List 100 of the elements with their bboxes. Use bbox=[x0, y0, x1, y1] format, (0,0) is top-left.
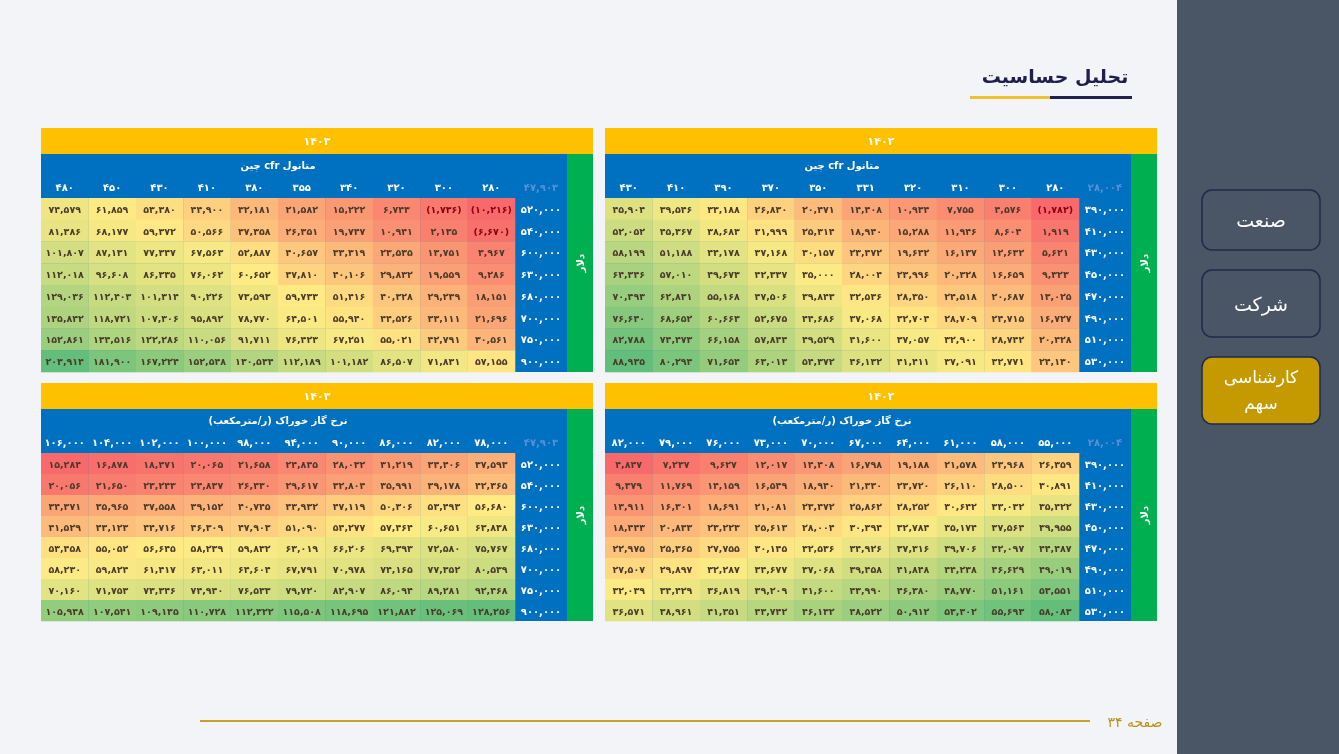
data-label: ۵۸,۲۳۰ bbox=[48, 563, 81, 575]
data-label: ۱۸,۹۴۰ bbox=[802, 479, 835, 491]
data-label: ۷۰,۹۷۸ bbox=[332, 563, 366, 575]
data-label: ۳۲,۹۰۰ bbox=[944, 334, 977, 346]
data-label: ۱۴,۱۵۹ bbox=[707, 479, 740, 491]
data-label: ۶۹,۳۹۳ bbox=[380, 542, 413, 554]
x-tick-label: ۳۹۰ bbox=[714, 182, 733, 193]
data-label: ۲۰۳,۹۱۴ bbox=[45, 356, 85, 368]
data-label: ۶۳,۸۳۸ bbox=[475, 521, 508, 533]
data-label: ۲۱,۶۵۸ bbox=[238, 458, 271, 470]
x-tick-label: ۲۸۰ bbox=[482, 182, 501, 193]
text: ۲۸,۰۰۴ bbox=[1087, 182, 1123, 193]
data-label: ۱۱۲,۳۲۲ bbox=[235, 605, 274, 617]
data-label: ۴۳,۷۴۲ bbox=[754, 605, 788, 617]
data-label: ۱۵۲,۸۶۱ bbox=[45, 334, 84, 346]
data-label: ۱۹,۵۵۹ bbox=[427, 269, 461, 281]
data-label: ۲۴,۱۳۰ bbox=[1039, 356, 1072, 368]
data-label: (۱,۷۳۶) bbox=[426, 203, 462, 215]
data-label: ۲۱,۳۳۰ bbox=[849, 479, 882, 491]
data-label: ۳۰,۶۴۲ bbox=[944, 500, 977, 512]
data-label: ۵۳,۴۹۳ bbox=[427, 500, 461, 512]
data-label: ۴۹,۵۲۹ bbox=[802, 334, 835, 346]
data-label: ۴۲,۳۳۷ bbox=[754, 269, 788, 281]
data-label: ۲۶,۱۱۰ bbox=[944, 479, 977, 491]
data-label: ۴۶,۶۲۹ bbox=[991, 563, 1025, 575]
data-label: ۲۴,۸۴۵ bbox=[285, 458, 319, 470]
data-label: ۹,۲۸۶ bbox=[477, 269, 505, 281]
data-label: ۷۹,۷۲۰ bbox=[285, 584, 318, 596]
x-axis-title: نرخ گاز خوراک (ر/مترمکعب) bbox=[208, 414, 348, 427]
text: کارشناسی سهم bbox=[1223, 367, 1300, 414]
data-label: ۸۸,۹۳۵ bbox=[612, 356, 646, 368]
data-label: ۴۴,۹۰۰ bbox=[190, 203, 224, 215]
x-tick-label: ۶۱,۰۰۰ bbox=[943, 437, 978, 448]
data-label: ۴۱,۶۰۰ bbox=[849, 334, 882, 346]
data-label: ۵۵,۰۲۱ bbox=[380, 334, 413, 346]
data-label: ۲۸,۳۵۰ bbox=[896, 290, 930, 302]
data-label: ۷۶,۰۶۲ bbox=[190, 269, 224, 281]
data-label: ۲۷,۵۰۷ bbox=[612, 563, 646, 575]
data-label: ۳۷,۰۹۱ bbox=[944, 356, 977, 368]
text: شرکت bbox=[1233, 292, 1289, 316]
data-label: ۲۶,۳۵۱ bbox=[285, 225, 318, 237]
data-label: ۱۲۹,۰۳۶ bbox=[45, 290, 84, 302]
x-tick-label: ۳۷۰ bbox=[761, 182, 781, 193]
x-tick-label: ۹۰,۰۰۰ bbox=[331, 437, 367, 448]
x-axis-title: متانول cfr چین bbox=[804, 160, 880, 172]
data-label: ۵۳,۳۰۲ bbox=[944, 605, 977, 617]
data-label: ۱۲۸,۲۵۶ bbox=[472, 605, 511, 617]
data-label: ۳۷,۰۵۷ bbox=[896, 334, 930, 346]
data-label: ۳۴,۶۷۷ bbox=[754, 563, 788, 575]
x-tick-label: ۳۰۰ bbox=[998, 182, 1018, 193]
data-label: ۷۴,۱۶۵ bbox=[380, 563, 413, 575]
data-label: ۲۱,۵۷۸ bbox=[944, 458, 977, 470]
x-tick-label: ۴۵۰ bbox=[102, 182, 122, 193]
data-label: ۲۸,۵۰۰ bbox=[991, 479, 1025, 491]
data-label: ۶۲,۸۳۱ bbox=[659, 290, 693, 302]
text: صفحه ۳۴ bbox=[1107, 714, 1163, 730]
data-label: ۳۰,۸۹۱ bbox=[1039, 479, 1072, 491]
x-axis-title: متانول cfr چین bbox=[240, 160, 316, 172]
data-label: ۳۰,۳۹۴ bbox=[849, 521, 883, 533]
data-label: ۴,۵۷۶ bbox=[994, 203, 1022, 215]
data-label: ۱۲,۶۳۲ bbox=[991, 247, 1025, 259]
data-label: ۳۰,۵۶۱ bbox=[475, 334, 508, 346]
x-tick-label: ۷۶,۰۰۰ bbox=[706, 437, 741, 448]
data-label: ۴۳,۹۹۰ bbox=[849, 584, 882, 596]
data-label: ۹۱,۷۱۱ bbox=[238, 334, 271, 346]
x-tick-label: ۸۲,۰۰۰ bbox=[611, 437, 646, 448]
data-label: ۲۵,۳۱۴ bbox=[802, 225, 835, 237]
data-label: ۳۴,۹۲۶ bbox=[849, 542, 882, 554]
data-label: ۵۱,۰۹۰ bbox=[285, 521, 318, 533]
data-label: ۲۱,۶۵۰ bbox=[95, 479, 129, 491]
data-label: ۳۰,۱۵۷ bbox=[802, 247, 835, 259]
data-label: ۱۰,۹۴۱ bbox=[380, 225, 413, 237]
data-label: ۲۵,۳۶۵ bbox=[659, 542, 693, 554]
data-label: ۱۳,۹۱۱ bbox=[612, 500, 645, 512]
y-tick-label: ۵۳۰,۰۰۰ bbox=[1084, 356, 1126, 368]
data-label: ۷۰,۱۶۰ bbox=[48, 584, 81, 596]
data-label: ۲۰,۸۳۳ bbox=[659, 521, 693, 533]
data-label: ۳۵,۹۶۵ bbox=[95, 500, 129, 512]
data-label: ۵۵,۶۹۳ bbox=[991, 605, 1025, 617]
data-label: ۲۸,۷۰۹ bbox=[944, 312, 977, 324]
data-label: ۱۶,۷۲۷ bbox=[1039, 312, 1072, 324]
data-label: ۵۱,۱۶۱ bbox=[991, 584, 1025, 596]
data-label: ۱۰۱,۱۸۲ bbox=[329, 356, 369, 368]
data-label: ۱۲۵,۰۶۹ bbox=[424, 605, 464, 617]
data-label: ۳۵,۰۰۰ bbox=[802, 269, 835, 281]
x-tick-label: ۱۰۶,۰۰۰ bbox=[44, 437, 85, 448]
y-tick-label: ۵۱۰,۰۰۰ bbox=[1084, 334, 1126, 346]
data-label: ۵۰,۳۰۶ bbox=[380, 500, 413, 512]
data-label: ۲۳,۵۳۵ bbox=[380, 247, 413, 259]
data-label: ۸۰,۵۳۹ bbox=[475, 563, 508, 575]
x-tick-label: ۶۷,۰۰۰ bbox=[848, 437, 883, 448]
y-tick-label: ۶۰۰,۰۰۰ bbox=[520, 247, 562, 259]
data-label: ۵۲,۰۵۲ bbox=[612, 225, 646, 237]
data-label: ۴۴,۵۲۶ bbox=[380, 312, 413, 324]
data-label: ۴۴,۴۸۷ bbox=[1039, 542, 1072, 554]
data-label: ۵۴,۲۷۷ bbox=[332, 521, 366, 533]
data-label: ۱۱,۹۴۶ bbox=[944, 225, 977, 237]
data-label: ۵۹,۳۷۲ bbox=[143, 225, 176, 237]
data-label: ۵۵,۰۵۲ bbox=[95, 542, 129, 554]
data-label: ۴۱,۶۰۰ bbox=[802, 584, 835, 596]
